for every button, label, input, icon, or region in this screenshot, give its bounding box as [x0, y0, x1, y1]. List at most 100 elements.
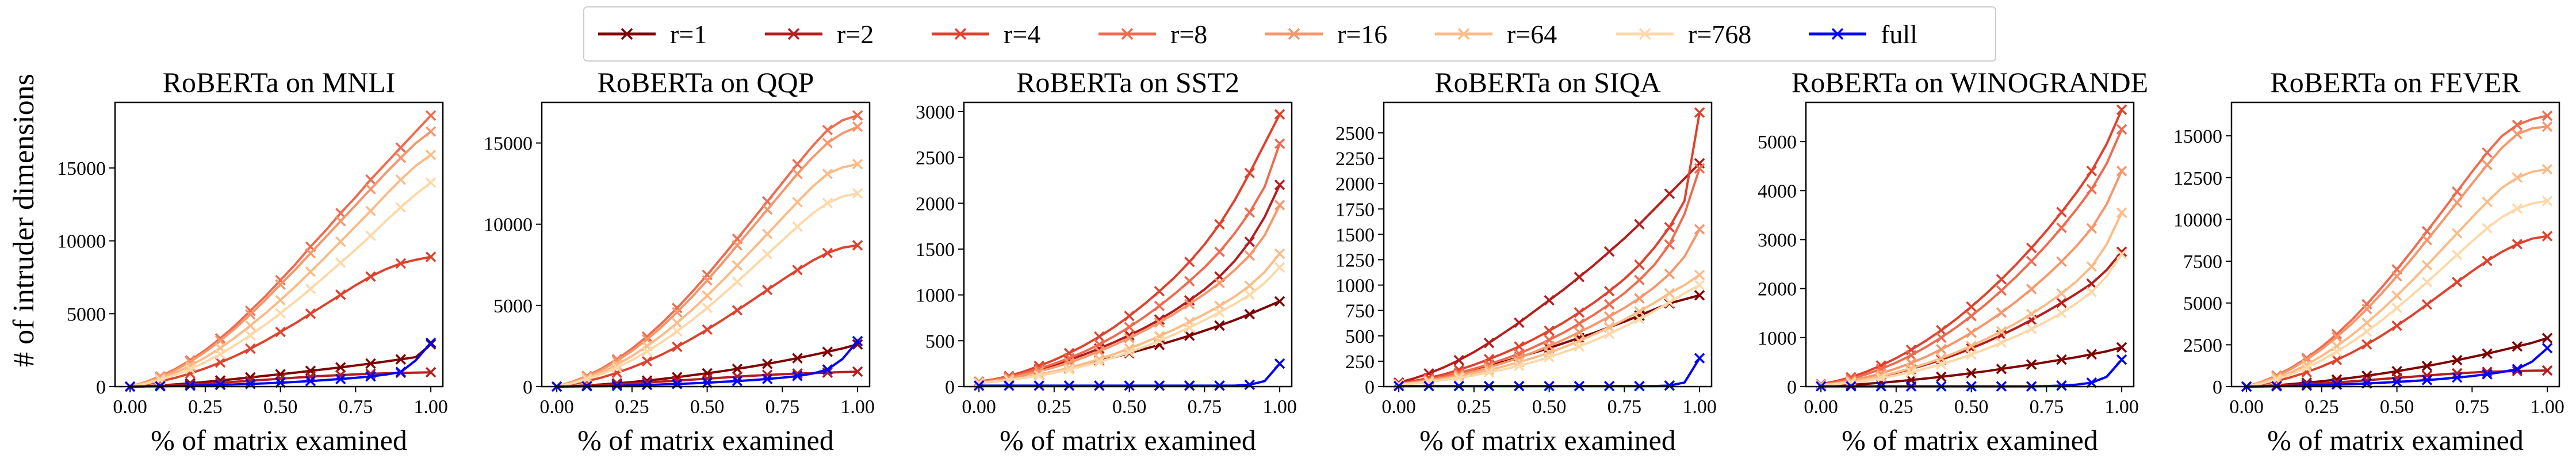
- data-point: [1094, 331, 1105, 342]
- data-point: [2026, 323, 2037, 335]
- data-point: [1453, 354, 1464, 366]
- data-point: [852, 110, 863, 121]
- data-point: [305, 266, 316, 277]
- data-point: [2391, 303, 2402, 314]
- x-tick-label: 0.25: [1879, 396, 1913, 418]
- data-point: [1214, 320, 1225, 331]
- y-tick-label: 2250: [1335, 148, 1375, 170]
- data-point: [1184, 380, 1195, 391]
- data-point: [1664, 297, 1675, 308]
- data-point: [275, 377, 286, 388]
- data-point: [1603, 299, 1615, 310]
- y-tick-label: 5000: [2183, 293, 2222, 315]
- data-point: [1996, 285, 2007, 296]
- data-point: [852, 159, 863, 170]
- data-point: [1244, 207, 1256, 218]
- y-tick-label: 0: [96, 377, 106, 398]
- data-point: [1936, 344, 1947, 355]
- data-point: [2482, 147, 2493, 158]
- x-tick-label: 0.75: [765, 396, 800, 418]
- data-point: [1996, 307, 2007, 318]
- data-point: [275, 326, 286, 338]
- data-point: [1244, 379, 1256, 391]
- y-tick-label: 10000: [2173, 209, 2222, 231]
- data-point: [2451, 249, 2463, 261]
- data-point: [245, 320, 256, 331]
- data-point: [1154, 314, 1165, 325]
- data-point: [1634, 219, 1645, 230]
- data-point: [1483, 367, 1495, 378]
- data-point: [2482, 196, 2493, 208]
- data-point: [792, 168, 803, 179]
- data-point: [792, 265, 803, 276]
- data-point: [1664, 268, 1675, 280]
- legend-label-full: full: [1881, 20, 1917, 49]
- data-point: [702, 302, 713, 314]
- y-tick-label: 12500: [2173, 168, 2222, 189]
- series-r-2: [1393, 158, 1705, 388]
- data-point: [335, 236, 346, 247]
- data-point: [2391, 320, 2402, 331]
- data-point: [611, 362, 622, 373]
- data-point: [2482, 159, 2493, 170]
- data-point: [2056, 288, 2067, 299]
- data-point: [2116, 246, 2127, 258]
- data-point: [2421, 361, 2433, 372]
- data-point: [1184, 299, 1195, 309]
- legend-marker-r-8: [1121, 28, 1134, 40]
- y-tick-label: 500: [925, 331, 955, 352]
- data-point: [305, 376, 316, 387]
- data-point: [275, 369, 286, 380]
- x-tick-label: 0.25: [615, 396, 649, 418]
- data-point: [245, 305, 256, 316]
- y-tick-label: 10000: [484, 215, 533, 236]
- y-tick-label: 750: [1345, 301, 1375, 322]
- data-point: [185, 364, 196, 375]
- data-point: [732, 305, 743, 316]
- data-point: [365, 174, 376, 185]
- legend-marker-r-16: [1288, 28, 1300, 40]
- data-point: [2451, 372, 2463, 383]
- data-point: [641, 356, 653, 367]
- data-point: [245, 343, 256, 354]
- data-point: [425, 110, 437, 121]
- data-point: [395, 354, 407, 365]
- data-point: [822, 346, 833, 357]
- data-point: [215, 349, 226, 360]
- data-point: [425, 366, 437, 378]
- x-axis-label: % of matrix examined: [2267, 424, 2524, 456]
- x-tick-label: 0.00: [113, 396, 147, 418]
- data-point: [672, 307, 683, 318]
- data-point: [425, 337, 437, 349]
- data-point: [1664, 288, 1675, 299]
- data-point: [215, 379, 226, 391]
- data-point: [1154, 380, 1165, 391]
- data-point: [2512, 364, 2523, 375]
- panel-title: RoBERTa on SIQA: [1434, 66, 1661, 98]
- data-point: [822, 364, 833, 375]
- y-tick-label: 250: [1345, 351, 1375, 373]
- data-point: [641, 379, 653, 391]
- x-tick-label: 0.50: [690, 396, 725, 418]
- data-point: [761, 204, 773, 215]
- data-point: [335, 257, 346, 268]
- x-tick-label: 0.75: [2030, 396, 2064, 418]
- x-axis-label: % of matrix examined: [577, 424, 834, 456]
- data-point: [1244, 308, 1256, 320]
- data-point: [1603, 246, 1615, 257]
- data-point: [852, 335, 863, 347]
- y-tick-label: 5000: [493, 296, 533, 317]
- data-point: [2056, 297, 2067, 308]
- data-point: [792, 370, 803, 381]
- data-point: [2361, 318, 2372, 328]
- data-point: [611, 379, 622, 390]
- legend-marker-r-4: [954, 28, 967, 40]
- legend-marker-r-64: [1457, 28, 1470, 40]
- y-tick-label: 1000: [1758, 328, 1797, 349]
- data-point: [425, 251, 437, 262]
- data-point: [2512, 239, 2523, 250]
- data-point: [1094, 356, 1105, 368]
- data-point: [395, 202, 407, 213]
- x-tick-label: 1.00: [840, 396, 875, 418]
